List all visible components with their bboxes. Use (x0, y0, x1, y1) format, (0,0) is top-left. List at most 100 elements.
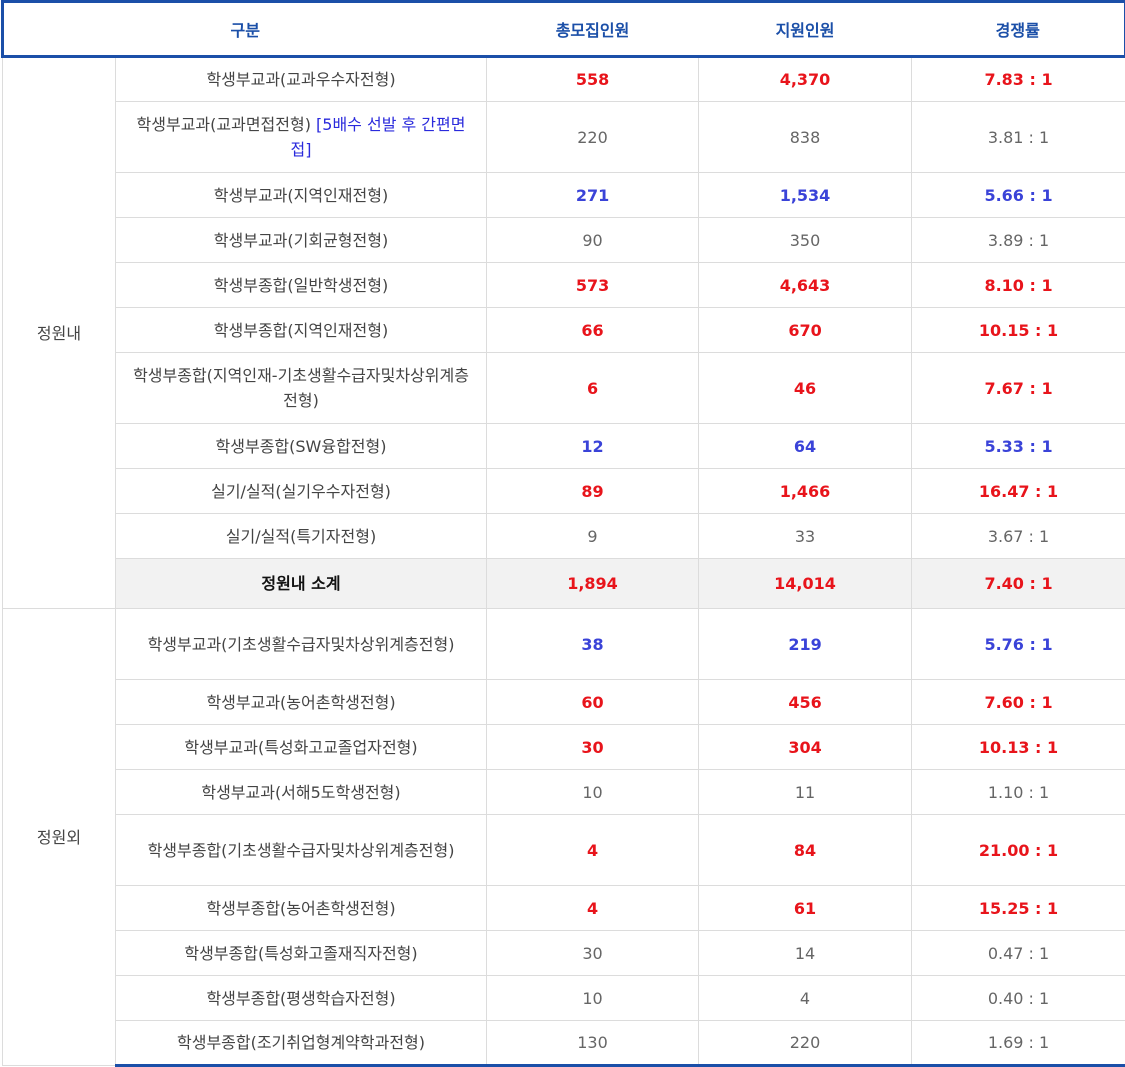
row-name-text: 학생부교과(서해5도학생전형) (201, 783, 400, 802)
table-row: 학생부교과(서해5도학생전형) 10 11 1.10 : 1 (3, 770, 1125, 815)
row-recruit: 38 (487, 609, 699, 680)
table-row: 학생부종합(기초생활수급자및차상위계층전형) 4 84 21.00 : 1 (3, 815, 1125, 886)
table-body: 정원내 학생부교과(교과우수자전형) 558 4,370 7.83 : 1 학생… (3, 57, 1125, 1066)
header-ratio: 경쟁률 (912, 2, 1125, 57)
group-label-in: 정원내 (3, 57, 116, 609)
row-recruit: 9 (487, 514, 699, 559)
row-recruit: 90 (487, 218, 699, 263)
row-note: [5배수 선발 후 간편면접] (291, 115, 466, 159)
row-name-text: 학생부종합(조기취업형계약학과전형) (177, 1033, 425, 1052)
row-ratio: 7.67 : 1 (912, 353, 1125, 424)
row-name: 학생부종합(조기취업형계약학과전형) (116, 1021, 487, 1066)
table-row: 학생부종합(농어촌학생전형) 4 61 15.25 : 1 (3, 886, 1125, 931)
row-applicants: 4,643 (699, 263, 912, 308)
table-row: 학생부종합(지역인재전형) 66 670 10.15 : 1 (3, 308, 1125, 353)
row-name-text: 학생부종합(일반학생전형) (214, 276, 388, 295)
row-name: 학생부종합(일반학생전형) (116, 263, 487, 308)
row-recruit: 30 (487, 931, 699, 976)
row-name-text: 학생부종합(평생학습자전형) (206, 989, 395, 1008)
row-name-text: 실기/실적(특기자전형) (226, 527, 376, 546)
row-recruit: 89 (487, 469, 699, 514)
row-applicants: 1,466 (699, 469, 912, 514)
row-recruit: 30 (487, 725, 699, 770)
row-name-text: 학생부종합(농어촌학생전형) (206, 899, 395, 918)
subtotal-row: 정원내 소계 1,894 14,014 7.40 : 1 (3, 559, 1125, 609)
row-ratio: 1.10 : 1 (912, 770, 1125, 815)
row-name-text: 학생부교과(특성화고교졸업자전형) (184, 738, 417, 757)
table-row: 학생부교과(교과면접전형) [5배수 선발 후 간편면접] 220 838 3.… (3, 102, 1125, 173)
row-name: 학생부종합(특성화고졸재직자전형) (116, 931, 487, 976)
row-applicants: 350 (699, 218, 912, 263)
table-row: 학생부종합(특성화고졸재직자전형) 30 14 0.47 : 1 (3, 931, 1125, 976)
row-recruit: 60 (487, 680, 699, 725)
row-ratio: 3.89 : 1 (912, 218, 1125, 263)
row-name-text: 학생부종합(지역인재-기초생활수급자및차상위계층전형) (133, 366, 469, 410)
row-name: 학생부교과(특성화고교졸업자전형) (116, 725, 487, 770)
row-name-text: 학생부교과(기초생활수급자및차상위계층전형) (148, 635, 455, 654)
row-name: 학생부교과(기회균형전형) (116, 218, 487, 263)
row-name: 학생부교과(지역인재전형) (116, 173, 487, 218)
row-recruit: 558 (487, 57, 699, 102)
row-name: 학생부종합(평생학습자전형) (116, 976, 487, 1021)
row-recruit: 1,894 (487, 559, 699, 609)
row-ratio: 5.66 : 1 (912, 173, 1125, 218)
row-name: 학생부교과(농어촌학생전형) (116, 680, 487, 725)
row-applicants: 4 (699, 976, 912, 1021)
row-ratio: 8.10 : 1 (912, 263, 1125, 308)
row-ratio: 5.76 : 1 (912, 609, 1125, 680)
row-name-text: 정원내 소계 (261, 574, 340, 593)
row-applicants: 838 (699, 102, 912, 173)
row-name: 학생부종합(농어촌학생전형) (116, 886, 487, 931)
row-name: 학생부교과(교과면접전형) [5배수 선발 후 간편면접] (116, 102, 487, 173)
row-ratio: 10.13 : 1 (912, 725, 1125, 770)
row-name-text: 학생부종합(기초생활수급자및차상위계층전형) (148, 841, 455, 860)
row-recruit: 4 (487, 815, 699, 886)
row-name: 학생부교과(교과우수자전형) (116, 57, 487, 102)
row-ratio: 5.33 : 1 (912, 424, 1125, 469)
table-row: 학생부교과(기회균형전형) 90 350 3.89 : 1 (3, 218, 1125, 263)
row-name-text: 학생부교과(교과우수자전형) (206, 70, 395, 89)
table-row: 학생부교과(농어촌학생전형) 60 456 7.60 : 1 (3, 680, 1125, 725)
header-category: 구분 (3, 2, 487, 57)
row-applicants: 14 (699, 931, 912, 976)
row-name: 학생부교과(서해5도학생전형) (116, 770, 487, 815)
row-applicants: 670 (699, 308, 912, 353)
row-name-text: 학생부종합(SW융합전형) (216, 437, 387, 456)
row-recruit: 573 (487, 263, 699, 308)
group-label-out: 정원외 (3, 609, 116, 1066)
row-recruit: 10 (487, 770, 699, 815)
row-applicants: 1,534 (699, 173, 912, 218)
row-applicants: 14,014 (699, 559, 912, 609)
row-name-text: 학생부종합(특성화고졸재직자전형) (184, 944, 417, 963)
row-ratio: 7.40 : 1 (912, 559, 1125, 609)
row-applicants: 64 (699, 424, 912, 469)
table-row: 학생부교과(특성화고교졸업자전형) 30 304 10.13 : 1 (3, 725, 1125, 770)
row-applicants: 4,370 (699, 57, 912, 102)
table-row: 실기/실적(특기자전형) 9 33 3.67 : 1 (3, 514, 1125, 559)
row-name-text: 학생부교과(기회균형전형) (214, 231, 388, 250)
row-name-text: 학생부교과(농어촌학생전형) (206, 693, 395, 712)
row-name-text: 학생부교과(교과면접전형) (137, 115, 317, 134)
table-row: 정원내 학생부교과(교과우수자전형) 558 4,370 7.83 : 1 (3, 57, 1125, 102)
row-ratio: 16.47 : 1 (912, 469, 1125, 514)
row-applicants: 61 (699, 886, 912, 931)
row-applicants: 220 (699, 1021, 912, 1066)
row-applicants: 219 (699, 609, 912, 680)
table-row: 정원외 학생부교과(기초생활수급자및차상위계층전형) 38 219 5.76 :… (3, 609, 1125, 680)
table-row: 학생부종합(일반학생전형) 573 4,643 8.10 : 1 (3, 263, 1125, 308)
row-recruit: 220 (487, 102, 699, 173)
row-name: 실기/실적(실기우수자전형) (116, 469, 487, 514)
row-recruit: 66 (487, 308, 699, 353)
row-ratio: 7.83 : 1 (912, 57, 1125, 102)
row-name-text: 학생부교과(지역인재전형) (214, 186, 388, 205)
row-name: 학생부종합(지역인재전형) (116, 308, 487, 353)
row-ratio: 3.67 : 1 (912, 514, 1125, 559)
row-name-text: 실기/실적(실기우수자전형) (211, 482, 391, 501)
row-recruit: 271 (487, 173, 699, 218)
row-applicants: 46 (699, 353, 912, 424)
row-recruit: 130 (487, 1021, 699, 1066)
row-applicants: 304 (699, 725, 912, 770)
header-applicants: 지원인원 (699, 2, 912, 57)
